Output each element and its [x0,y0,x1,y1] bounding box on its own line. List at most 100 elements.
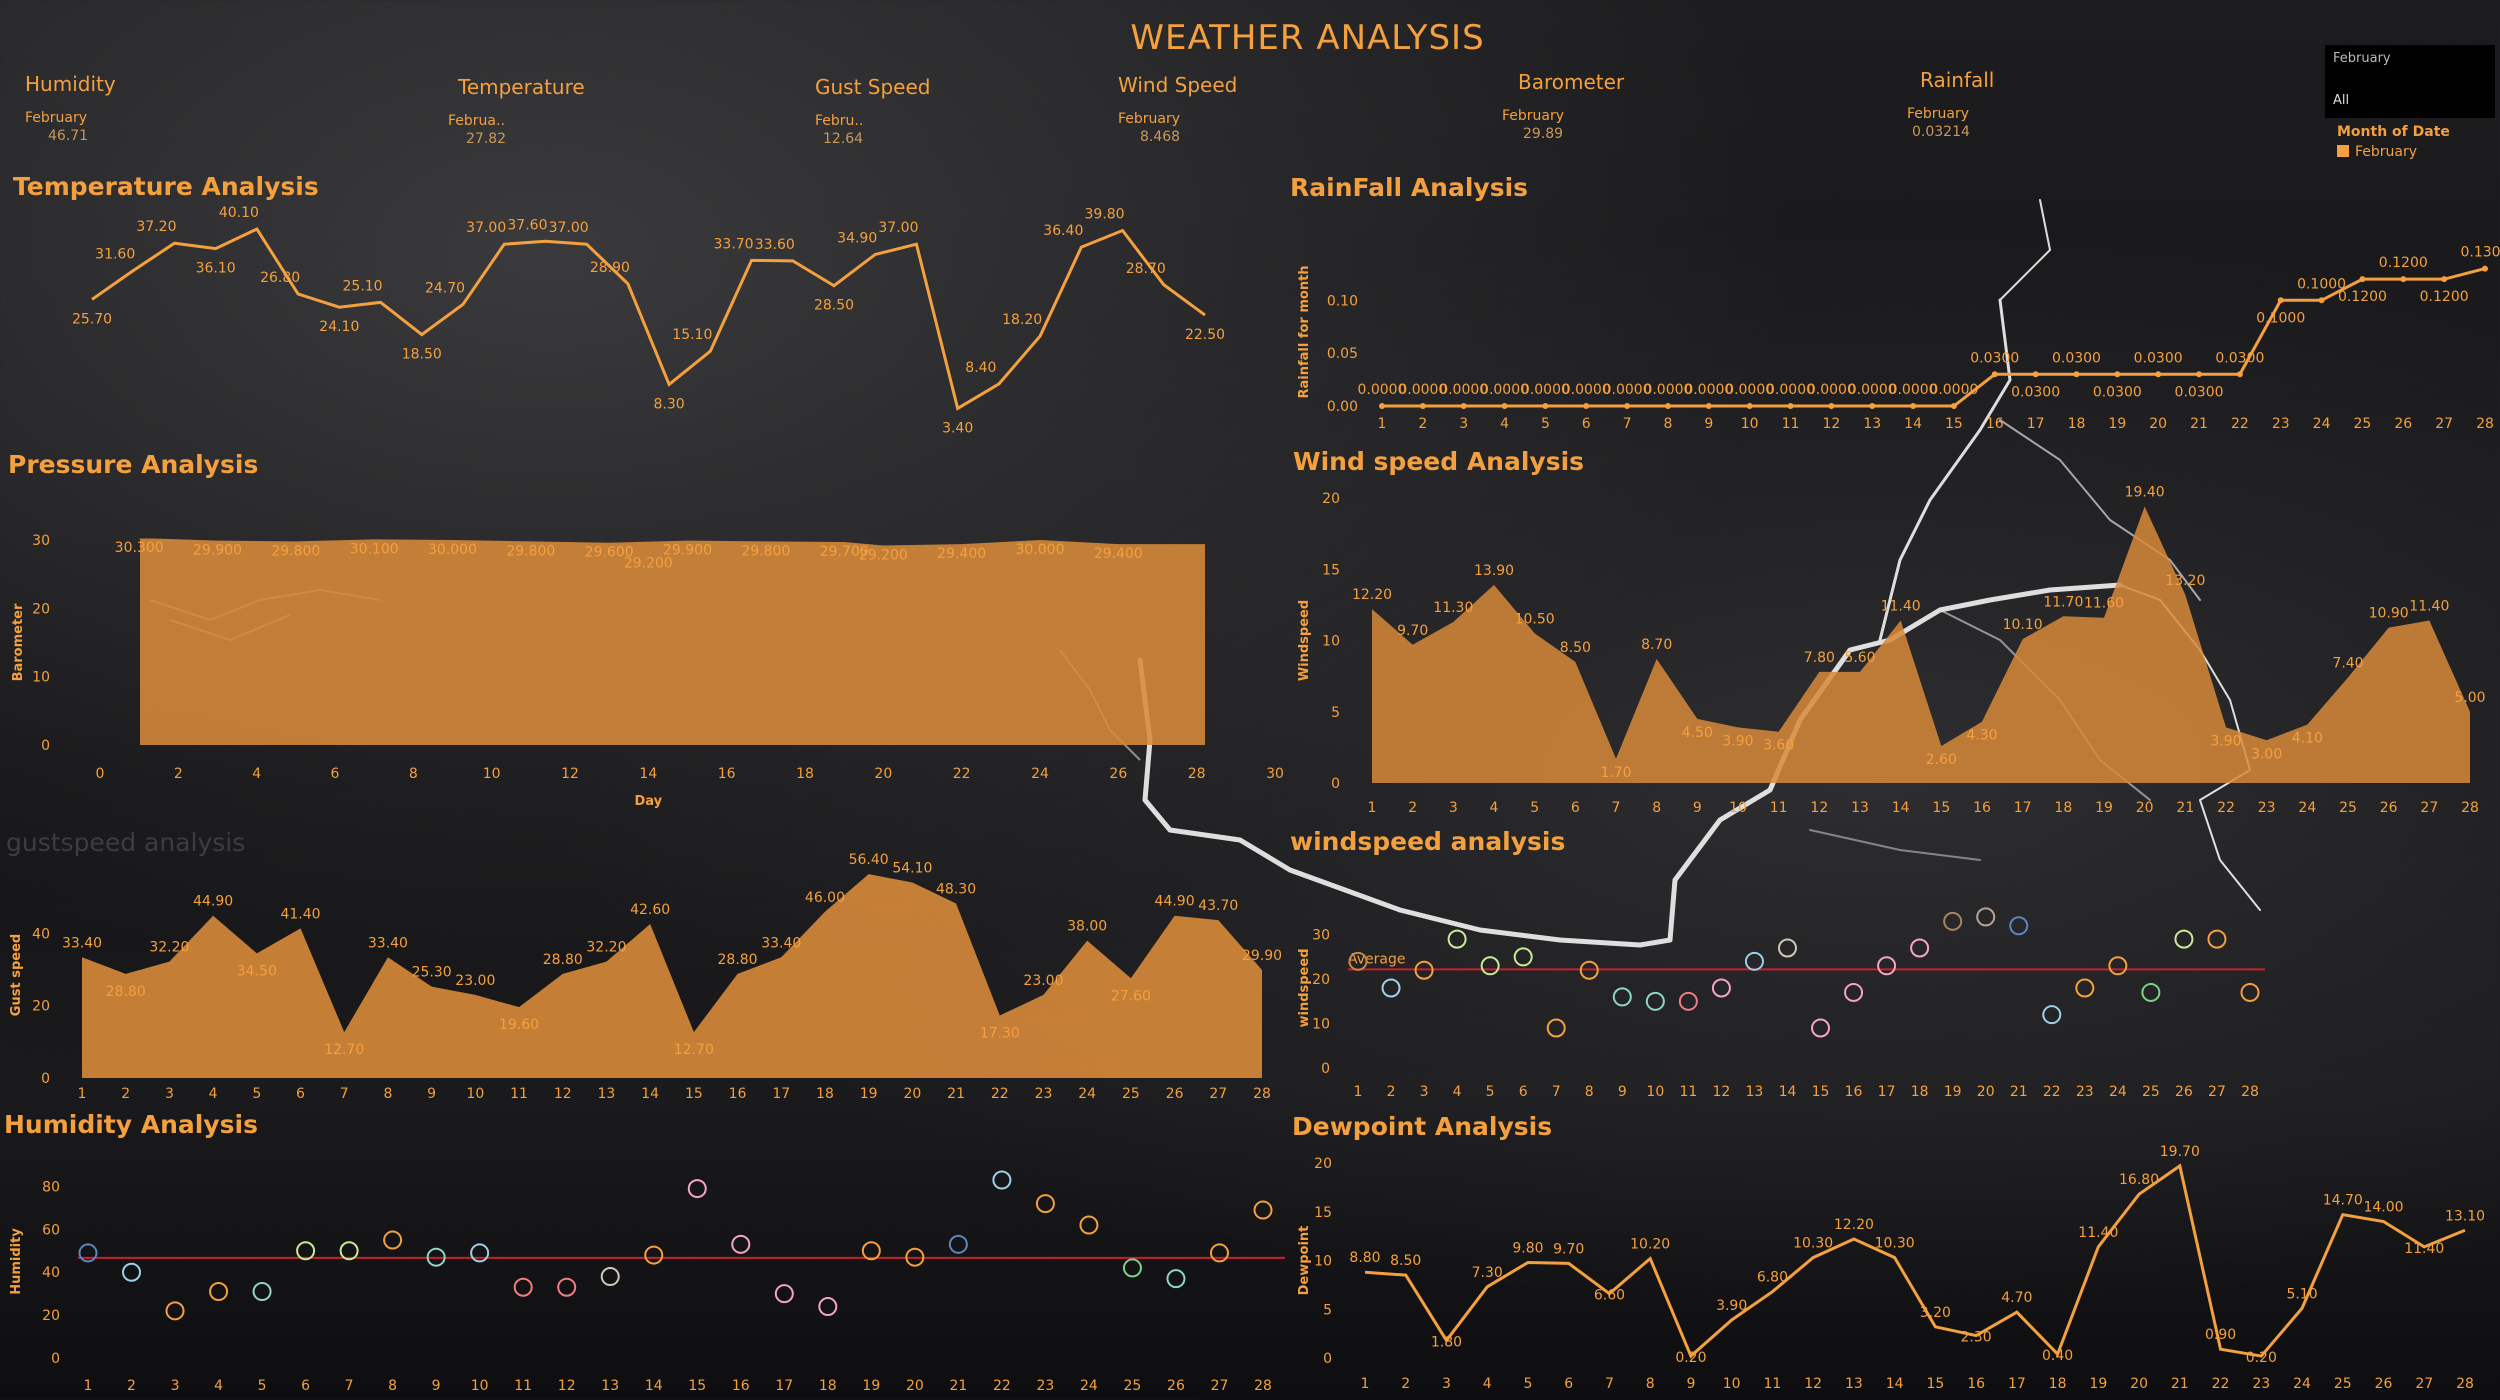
kpi-barometer-month: February [1502,108,1565,124]
month-filter-dropdown[interactable]: February All [2325,45,2495,118]
x-tick-label: 5 [1541,416,1550,432]
data-point [2277,297,2284,304]
month-filter-option-all[interactable]: All [2333,93,2350,108]
data-label: 4.10 [2292,731,2323,747]
data-label: 23.00 [455,973,495,989]
x-tick-label: 24 [1078,1086,1096,1102]
data-label: 30.000 [1016,542,1065,558]
kpi-gust-speed-value: 12.64 [823,131,864,147]
x-tick-label: 3 [1449,800,1458,816]
x-tick-label: 4 [1483,1376,1492,1392]
data-point [122,1262,142,1282]
x-tick-label: 20 [906,1378,924,1394]
legend-item-february[interactable]: February [2337,144,2450,160]
x-tick-label: 2 [121,1086,130,1102]
humidity-chart-title: Humidity Analysis [4,1110,258,1139]
x-tick-label: 22 [993,1378,1011,1394]
x-tick-label: 15 [685,1086,703,1102]
data-label: 28.80 [106,984,146,1000]
data-label: 29.400 [1094,546,1143,562]
data-label: 29.600 [585,545,634,561]
x-tick-label: 25 [2354,416,2372,432]
data-label: 29.900 [663,543,712,559]
data-point [557,1277,577,1297]
color-legend: Month of Date February [2337,124,2450,160]
data-point [1583,403,1590,409]
x-tick-label: 4 [214,1378,223,1394]
y-axis-label: windspeed [1297,948,1312,1027]
x-tick-label: 21 [2010,1084,2028,1100]
x-tick-label: 28 [2241,1084,2259,1100]
series-area [1372,506,2470,783]
data-point [1624,403,1631,409]
x-tick-label: 27 [2420,800,2438,816]
data-label: 5.00 [2454,690,2485,706]
y-tick-label: 10 [1312,1017,1330,1033]
x-tick-label: 11 [1679,1084,1697,1100]
kpi-temperature: Temperature Februa.. 27.82 [448,75,698,147]
x-tick-label: 25 [1124,1378,1142,1394]
x-tick-label: 2 [174,766,183,782]
data-label: 29.90 [1242,948,1282,964]
data-label: 7.30 [1472,1265,1503,1281]
kpi-rainfall-value: 0.03214 [1912,124,1970,140]
data-label: 8.50 [1390,1253,1421,1269]
data-point [2042,1005,2062,1025]
x-tick-label: 24 [1080,1378,1098,1394]
data-label: 13.10 [2445,1208,2485,1224]
data-point [1381,978,1401,998]
x-tick-label: 15 [1812,1084,1830,1100]
data-label: 0.0000 [1398,382,1447,398]
x-tick-label: 1 [1378,416,1387,432]
x-tick-label: 3 [1459,416,1468,432]
x-tick-label: 7 [1552,1084,1561,1100]
data-label: 11.40 [1881,599,1921,615]
data-label: 0.0000 [1725,382,1774,398]
y-tick-label: 20 [42,1308,60,1324]
data-label: 10.10 [2003,617,2043,633]
x-tick-label: 19 [2089,1376,2107,1392]
x-tick-label: 10 [1723,1376,1741,1392]
data-label: 3.40 [942,420,973,436]
data-label: 28.90 [590,260,630,276]
data-label: 6.80 [1757,1270,1788,1286]
data-label: 0.0000 [1643,382,1692,398]
data-label: 6.60 [1594,1288,1625,1304]
x-tick-label: 20 [2149,416,2167,432]
x-tick-label: 19 [860,1086,878,1102]
data-label: 39.80 [1085,207,1125,223]
data-point [1414,960,1434,980]
data-label: 0.0000 [1480,382,1529,398]
x-tick-label: 2 [1401,1376,1410,1392]
data-point [1542,403,1549,409]
data-label: 13.90 [1474,563,1514,579]
x-tick-label: 22 [991,1086,1009,1102]
x-tick-label: 24 [2293,1376,2311,1392]
x-tick-label: 4 [209,1086,218,1102]
data-point [1943,911,1963,931]
x-tick-label: 15 [688,1378,706,1394]
data-label: 4.70 [2001,1290,2032,1306]
x-tick-label: 7 [1605,1376,1614,1392]
y-axis-label: Dewpoint [1297,1226,1312,1296]
x-tick-label: 14 [1904,416,1922,432]
data-label: 30.000 [428,542,477,558]
data-point [600,1267,620,1287]
data-point [1166,1269,1186,1289]
data-point [2009,916,2029,936]
x-tick-label: 11 [510,1086,528,1102]
x-tick-label: 5 [258,1378,267,1394]
x-tick-label: 1 [78,1086,87,1102]
x-tick-label: 16 [1973,800,1991,816]
data-label: 0.0300 [2175,384,2224,400]
x-tick-label: 19 [2095,800,2113,816]
x-tick-label: 12 [1804,1376,1822,1392]
x-tick-label: 2 [1387,1084,1396,1100]
data-point [2075,978,2095,998]
y-tick-label: 20 [32,601,50,617]
y-tick-label: 20 [1322,491,1340,507]
data-point [1950,403,1957,409]
